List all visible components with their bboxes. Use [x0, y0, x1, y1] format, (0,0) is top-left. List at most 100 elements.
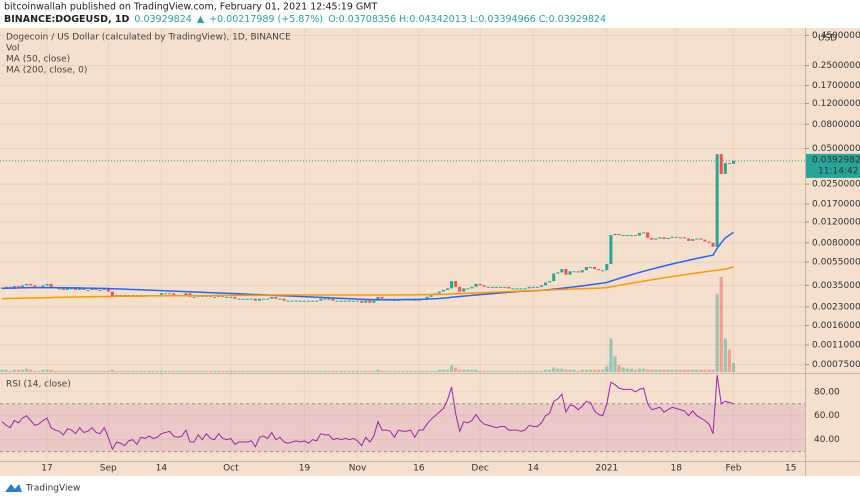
volume-bar	[20, 369, 25, 372]
candle	[364, 300, 368, 303]
candle	[454, 281, 458, 287]
volume-bar	[650, 369, 654, 372]
x-tick-label: 2021	[595, 464, 618, 474]
volume-bar	[417, 370, 421, 372]
volume-bar	[507, 370, 511, 372]
candle	[65, 288, 69, 290]
candle	[20, 285, 24, 287]
volume-bar	[343, 370, 347, 372]
candle	[580, 270, 584, 273]
volume-bar	[568, 369, 572, 372]
volume-bar	[576, 370, 580, 372]
volume-bar	[384, 370, 388, 372]
candle	[360, 300, 364, 303]
candle	[544, 282, 548, 286]
volume-bar	[597, 369, 601, 372]
candle	[674, 236, 678, 238]
candle	[86, 289, 90, 291]
candle	[41, 285, 45, 287]
candle	[380, 296, 384, 299]
candle	[25, 283, 29, 286]
candle	[351, 300, 355, 302]
candle	[372, 300, 376, 303]
candle	[499, 286, 503, 288]
volume-bar	[110, 369, 114, 372]
candle	[237, 298, 241, 300]
volume-bar	[319, 370, 323, 372]
volume-bar	[131, 370, 135, 372]
volume-bar	[699, 369, 703, 372]
candle	[229, 296, 233, 298]
volume-bar	[552, 367, 556, 372]
volume-bar	[462, 369, 466, 372]
volume-bar	[306, 370, 311, 372]
volume-bar	[266, 370, 270, 372]
volume-bar	[180, 370, 184, 372]
volume-bar	[192, 370, 196, 372]
volume-bar	[0, 369, 4, 372]
volume-bar	[605, 366, 609, 372]
volume-bar	[282, 370, 286, 372]
candle	[323, 298, 327, 300]
candle	[74, 288, 78, 290]
candle	[629, 235, 633, 237]
candle	[466, 288, 470, 290]
candle	[12, 286, 16, 289]
candle	[70, 288, 74, 290]
volume-bar	[617, 365, 621, 372]
volume-bar	[409, 370, 413, 372]
candle	[515, 288, 519, 290]
overlay-layer	[0, 160, 805, 451]
candle	[298, 300, 302, 302]
candle	[564, 269, 568, 275]
volume-bar	[253, 370, 257, 372]
candle	[682, 237, 686, 239]
volume-legend: Vol	[6, 44, 19, 54]
x-tick-label: Oct	[223, 464, 239, 474]
axis-unit: USD	[818, 34, 837, 44]
candle	[102, 288, 106, 290]
volume-bar	[621, 367, 625, 372]
volume-bar	[458, 369, 462, 372]
volume-bar	[286, 370, 290, 372]
candle	[356, 300, 360, 302]
candle	[347, 300, 351, 302]
volume-bar	[323, 370, 327, 372]
candle	[556, 272, 560, 274]
volume-bar	[392, 370, 396, 372]
candle	[711, 242, 715, 247]
candle	[315, 300, 319, 302]
candle	[617, 233, 621, 236]
candle	[699, 238, 703, 240]
candle	[425, 296, 429, 299]
candle	[625, 235, 629, 237]
last-price: 0.03929824	[134, 14, 191, 25]
candle	[621, 235, 625, 237]
volume-bar	[339, 370, 343, 372]
candle	[286, 300, 290, 302]
volume-bar	[151, 370, 155, 372]
volume-bar	[106, 370, 110, 372]
volume-bar	[715, 293, 719, 372]
volume-bar	[114, 370, 119, 372]
volume-bar	[658, 369, 662, 372]
candle	[486, 286, 490, 288]
volume-bar	[548, 369, 552, 372]
volume-bar	[666, 369, 670, 372]
volume-bar	[478, 370, 482, 372]
legend-entry: MA (50, close)	[6, 55, 70, 65]
volume-bar	[372, 370, 376, 372]
change: +0.00217989 (+5.87%)	[209, 14, 323, 25]
volume-bar	[33, 370, 37, 372]
x-tick-label: Sep	[100, 464, 117, 474]
candle	[597, 269, 601, 271]
rsi-tick-label: 80.00	[814, 387, 840, 397]
